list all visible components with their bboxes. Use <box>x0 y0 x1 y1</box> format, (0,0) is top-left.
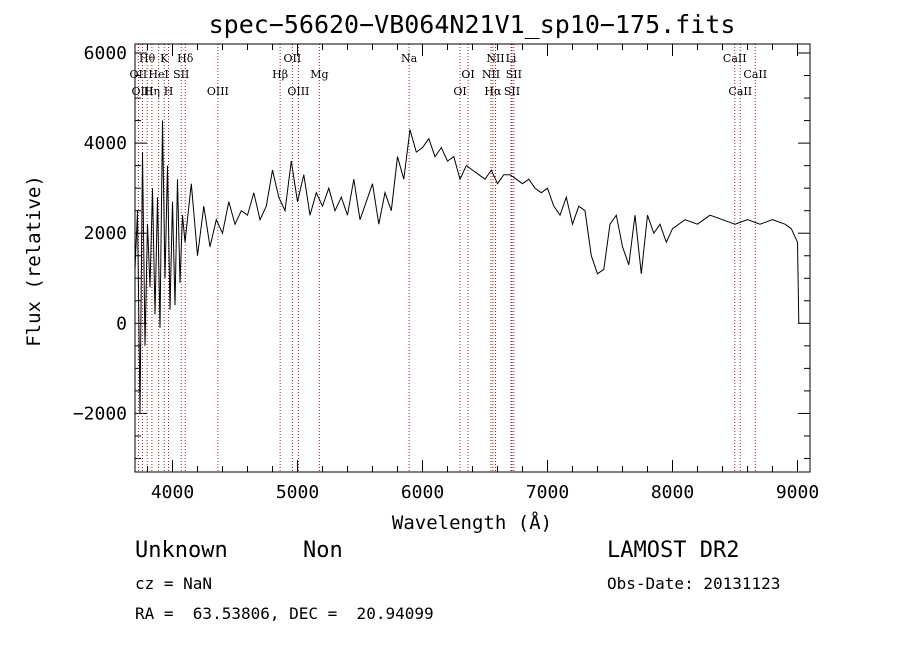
spectral-line-label: SII <box>504 85 520 98</box>
x-tick-label: 4000 <box>151 482 194 503</box>
object-class-label: Unknown <box>135 538 228 563</box>
spectral-line-label: CaII <box>723 52 747 65</box>
x-tick-label: 6000 <box>401 482 444 503</box>
y-tick-label: −2000 <box>73 403 127 424</box>
spectral-line-label: OIII <box>131 85 153 98</box>
redshift-label: cz = NaN <box>135 574 213 593</box>
y-axis-label: Flux (relative) <box>23 175 45 347</box>
y-tick-label: 2000 <box>84 223 127 244</box>
spectral-line-label: OI <box>461 68 474 81</box>
y-tick-label: 6000 <box>84 43 127 64</box>
x-tick-label: 8000 <box>651 482 694 503</box>
spectral-line-label: SII <box>506 68 522 81</box>
x-tick-label: 7000 <box>526 482 569 503</box>
spectral-line-label: OII <box>284 52 302 65</box>
coordinates-label: RA = 63.53806, DEC = 20.94099 <box>135 604 434 623</box>
spectral-line-label: OI <box>453 85 466 98</box>
spectral-line-label: Li <box>506 52 517 65</box>
spectral-line-label: H <box>164 85 174 98</box>
spectral-line-label: OIII <box>287 85 309 98</box>
plot-frame <box>134 43 811 473</box>
spectral-line-label: Hδ <box>177 52 194 65</box>
survey-label: LAMOST DR2 <box>607 538 740 563</box>
spectral-line-label: Mg <box>310 68 328 81</box>
spectral-line-label: Hθ <box>139 52 156 65</box>
spectral-line-label: OIII <box>207 85 229 98</box>
spectral-line-label: HeI <box>148 68 168 81</box>
spectrum-line <box>134 120 800 414</box>
spectral-line-markers <box>137 44 756 472</box>
spectral-line-label: NII <box>482 68 500 81</box>
axis-ticks: 4000 5000 6000 7000 8000 9000 −2000 0 2000 4000 60… <box>73 43 819 503</box>
spectral-line-label: CaII <box>743 68 767 81</box>
spectral-line-label: OII <box>130 68 148 81</box>
x-tick-label: 9000 <box>776 482 819 503</box>
obs-date-label: Obs-Date: 20131123 <box>607 574 781 593</box>
x-axis-label: Wavelength (Å) <box>392 511 552 534</box>
spectral-line-label: K <box>160 52 169 65</box>
spectral-line-label: Hα <box>484 85 502 98</box>
object-subclass-label: Non <box>303 538 343 563</box>
spectral-line-label: SII <box>173 68 189 81</box>
chart-title: spec−56620−VB064N21V1_sp10−175.fits <box>209 10 736 39</box>
spectral-line-label: NII <box>486 52 504 65</box>
y-tick-label: 0 <box>116 313 127 334</box>
y-tick-label: 4000 <box>84 133 127 154</box>
x-tick-label: 5000 <box>276 482 319 503</box>
spectral-line-label: Na <box>401 52 418 65</box>
spectral-line-label: Hη <box>144 85 160 98</box>
spectral-line-label: CaII <box>728 85 752 98</box>
spectral-line-label: Hβ <box>272 68 288 81</box>
